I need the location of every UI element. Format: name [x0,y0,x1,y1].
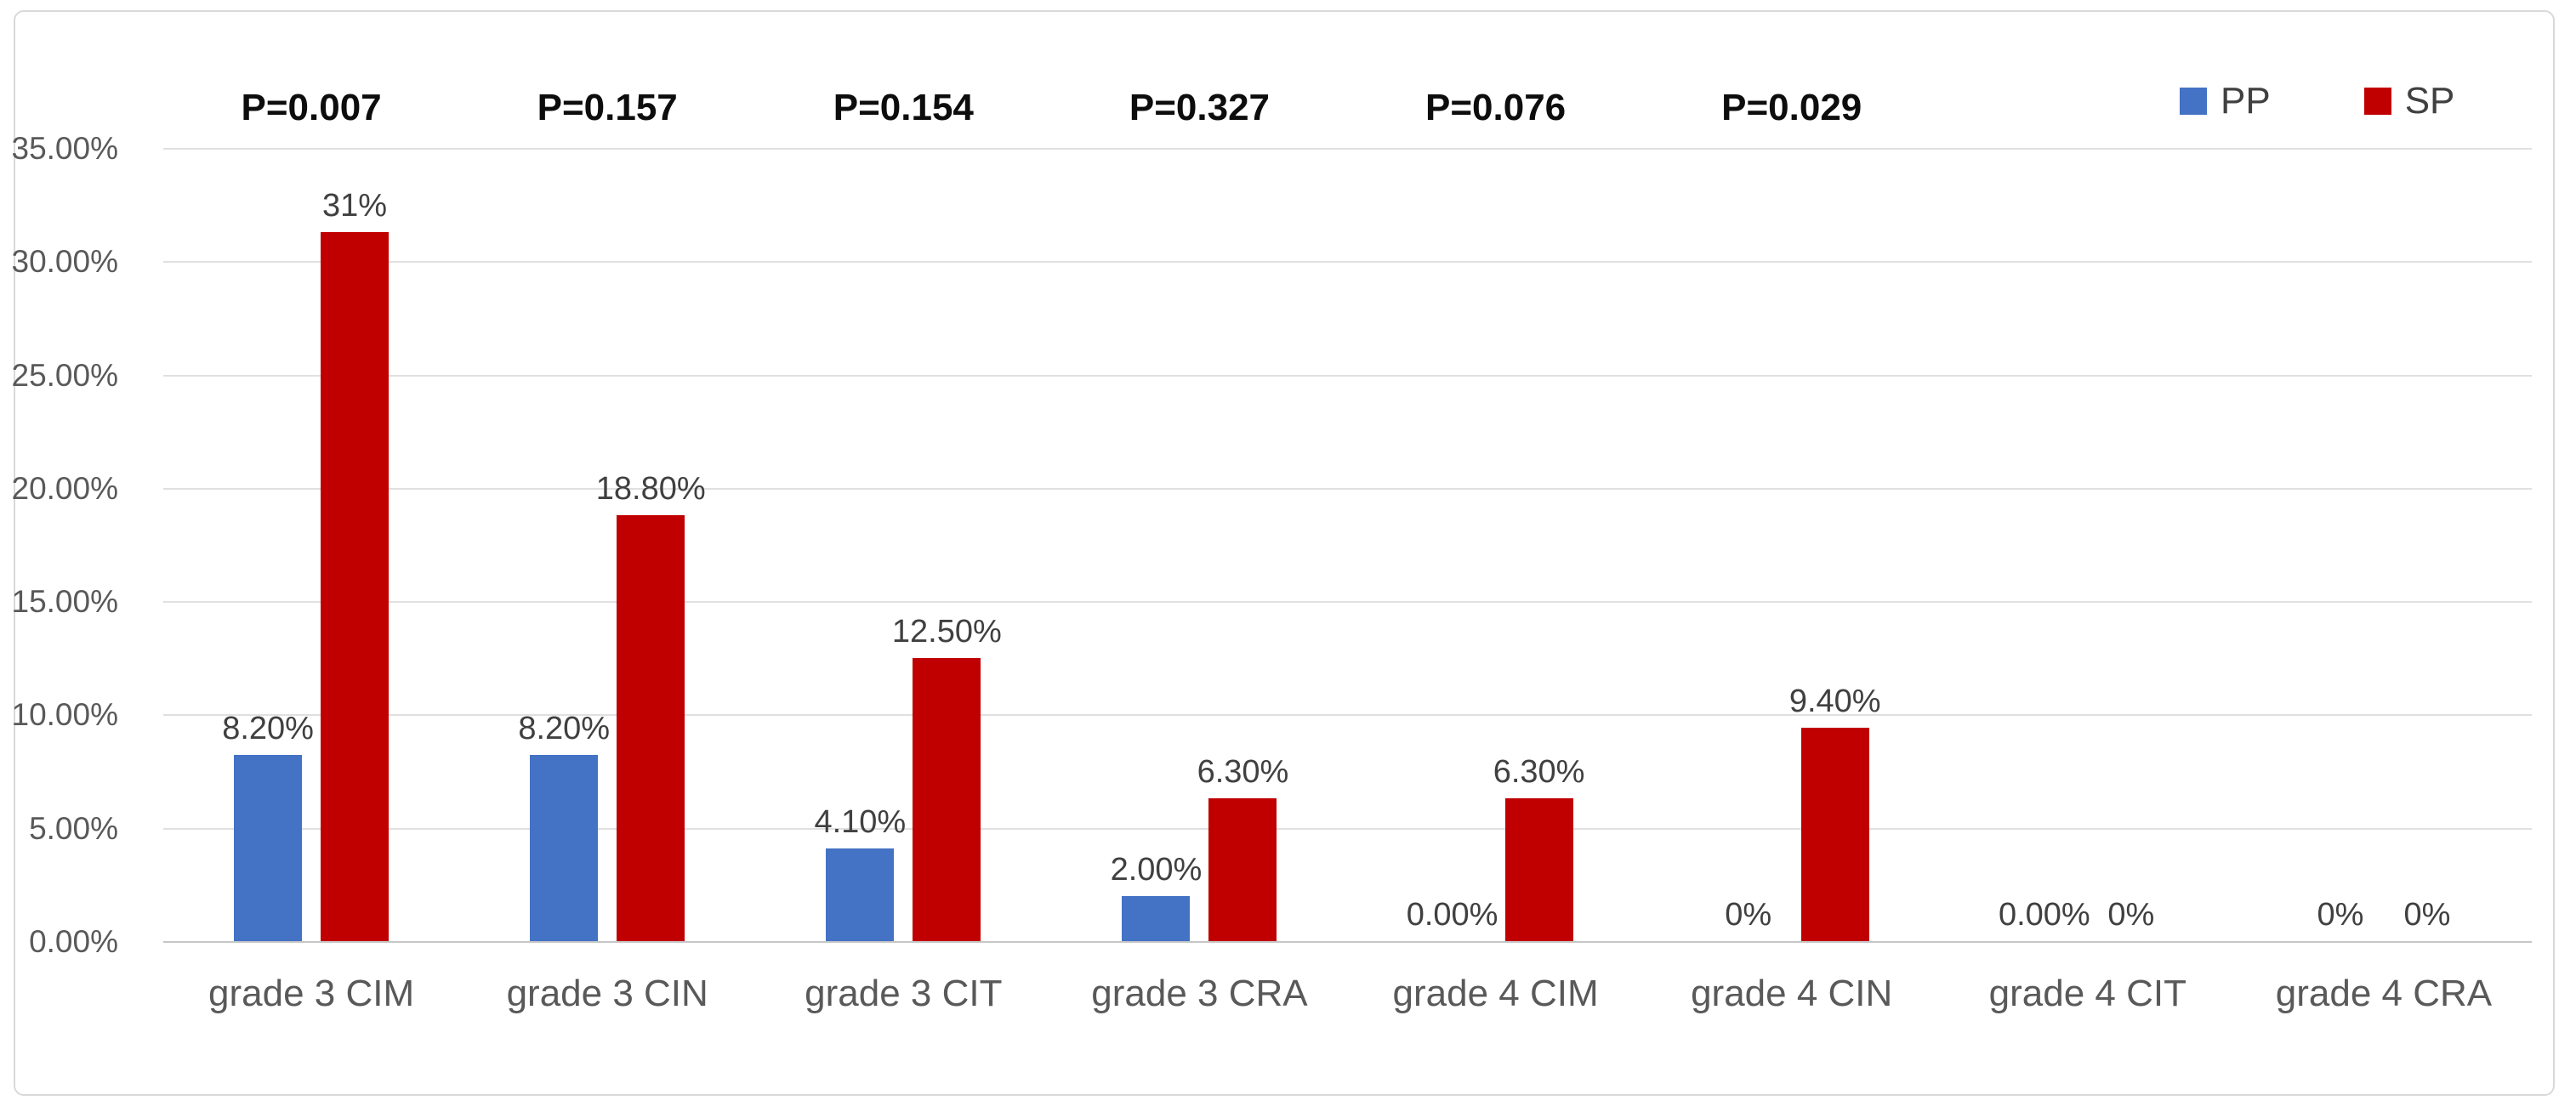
legend-label: PP [2221,80,2271,122]
gridline [163,374,2532,377]
x-axis-category-label: grade 3 CIM [208,973,415,1014]
x-axis-category-label: grade 4 CIT [1988,973,2186,1014]
bar-sp [1208,798,1277,941]
legend-item-pp: PP [2180,80,2271,122]
bar-value-label: 2.00% [1110,852,1203,888]
x-axis-category-label: grade 3 CIN [506,973,708,1014]
bar-sp [617,515,685,941]
legend-swatch-icon [2180,88,2207,115]
chart-frame: PP SP 0.00% 5.00% 10.00% 15.00% 20.00% 25.00% 3… [11,10,2555,1096]
legend-label: SP [2404,80,2455,122]
bar-value-label: 6.30% [1493,754,1585,790]
p-value-annotation: P=0.327 [1129,87,1271,128]
x-axis-category-label: grade 3 CRA [1091,973,1308,1014]
bar-value-label: 6.30% [1197,754,1289,790]
y-axis-tick-label: 10.00% [11,697,119,733]
y-axis-tick-label: 30.00% [11,244,119,280]
bar-value-label: 0.00% [1998,897,2090,933]
bar-pp [826,848,895,941]
y-axis-tick-label: 25.00% [11,357,119,393]
bar-value-label: 0% [2317,897,2364,933]
p-value-annotation: P=0.029 [1721,87,1862,128]
x-axis-category-label: grade 3 CIT [805,973,1003,1014]
x-axis-category-label: grade 4 CRA [2275,973,2493,1014]
gridline [163,601,2532,604]
bar-value-label: 31% [322,188,388,224]
bar-pp [530,755,599,941]
x-axis-category-label: grade 4 CIN [1691,973,1893,1014]
y-axis-tick-label: 5.00% [29,810,118,846]
bar-value-label: 0.00% [1406,897,1498,933]
bar-value-label: 8.20% [222,711,314,746]
gridline [163,714,2532,717]
legend: PP SP [2180,80,2454,122]
p-value-annotation: P=0.157 [537,87,678,128]
bar-sp [1800,728,1869,941]
p-value-annotation: P=0.154 [833,87,974,128]
bar-sp [1504,798,1573,941]
bar-pp [234,755,303,941]
bar-value-label: 8.20% [518,711,611,746]
gridline [163,261,2532,264]
gridline [163,487,2532,490]
y-axis-tick-label: 0.00% [29,924,118,959]
p-value-annotation: P=0.007 [241,87,382,128]
y-axis-tick-label: 35.00% [11,131,119,166]
bar-value-label: 4.10% [814,804,907,840]
p-value-annotation: P=0.076 [1424,87,1567,128]
y-axis-tick-label: 15.00% [11,584,119,620]
bar-value-label: 9.40% [1788,684,1881,719]
bar-pp [1122,896,1191,941]
x-axis-line [163,941,2532,943]
y-axis-tick-label: 20.00% [11,470,119,506]
bar-sp [913,658,981,941]
gridline [163,827,2532,830]
legend-item-sp: SP [2363,80,2455,122]
bar-value-label: 0% [2403,897,2451,933]
bar-value-label: 0% [1725,897,1772,933]
bar-value-label: 18.80% [595,471,706,507]
x-axis-category-label: grade 4 CIM [1392,973,1599,1014]
bar-value-label: 12.50% [891,614,1002,650]
bar-sp [321,232,390,941]
bar-value-label: 0% [2107,897,2155,933]
gridline [163,148,2532,150]
legend-swatch-icon [2363,88,2391,115]
